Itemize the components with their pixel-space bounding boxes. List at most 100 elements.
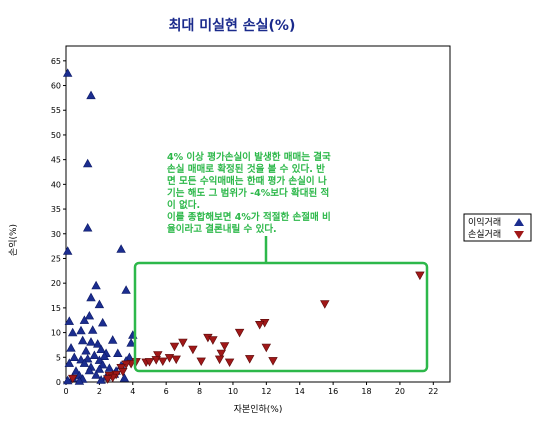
annotation-box [133, 261, 429, 373]
profit-trade-point [81, 346, 91, 355]
profit-trade-point [96, 375, 106, 384]
y-tick-label: 55 [51, 106, 61, 115]
profit-trade-point [74, 376, 85, 385]
loss-trade-point [415, 271, 425, 281]
profit-trade-point [86, 292, 96, 302]
loss-trade-point [216, 349, 227, 359]
legend-marker-loss [514, 231, 524, 239]
annotation-line: 손실 매매로 확정된 것을 볼 수 있다. 반 [167, 163, 325, 175]
loss-trade-point [153, 351, 163, 360]
loss-trade-point [188, 345, 198, 355]
profit-trade-point [104, 363, 115, 372]
profit-trade-point [84, 365, 95, 375]
loss-trade-point [244, 355, 255, 364]
annotation-line: 이 없다. [167, 199, 200, 211]
profit-trade-point [92, 339, 103, 348]
profit-trade-point [89, 350, 100, 360]
loss-trade-point [178, 338, 188, 348]
profit-trade-point [71, 366, 81, 375]
legend: 이익거래 손실거래 [463, 213, 532, 242]
annotation-line: 4% 이상 평가손실이 발생한 매매는 결국 [167, 151, 331, 163]
profit-trade-point [62, 375, 73, 385]
y-tick-label: 20 [51, 279, 61, 288]
loss-trade-point [171, 355, 181, 365]
x-tick-label: 20 [395, 387, 405, 396]
profit-trade-point [107, 335, 118, 344]
loss-trade-point [254, 320, 265, 330]
loss-trade-point [118, 367, 128, 377]
profit-trade-point [82, 222, 93, 232]
annotation-text: 4% 이상 평가손실이 발생한 매매는 결국 손실 매매로 확정된 것을 볼 수… [167, 151, 331, 235]
x-tick-label: 22 [428, 387, 438, 396]
profit-trade-point [113, 348, 123, 358]
profit-trade-point [79, 315, 90, 324]
x-tick-label: 16 [328, 387, 338, 396]
profit-trade-point [62, 68, 73, 77]
profit-trade-point [87, 325, 98, 334]
annotation-line: 면 모든 수익매매는 한때 평가 손실이 나 [167, 175, 327, 187]
loss-trade-point [261, 343, 272, 353]
profit-trade-point [97, 317, 108, 327]
x-tick-label: 10 [228, 387, 238, 396]
profit-trade-point [76, 325, 86, 335]
y-tick-label: 40 [51, 180, 61, 189]
profit-trade-point [82, 353, 93, 363]
profit-trade-point [79, 358, 90, 367]
profit-trade-point [97, 359, 108, 369]
x-tick-label: 8 [197, 387, 202, 396]
profit-trade-point [119, 373, 130, 382]
loss-trade-point [158, 357, 168, 367]
x-tick-label: 0 [63, 387, 68, 396]
y-tick-label: 65 [51, 57, 61, 66]
loss-trade-point [102, 375, 113, 384]
profit-trade-point [62, 246, 73, 255]
y-tick-label: 60 [51, 82, 61, 91]
profit-trade-point [94, 355, 105, 364]
y-axis-label: 손익(%) [7, 224, 19, 256]
x-tick-label: 4 [130, 387, 135, 396]
x-tick-label: 2 [97, 387, 102, 396]
y-tick-label: 25 [51, 254, 61, 263]
profit-trade-point [94, 299, 105, 309]
loss-trade-point [208, 336, 218, 345]
x-tick-label: 18 [361, 387, 371, 396]
loss-trade-point [144, 358, 155, 367]
profit-trade-point [96, 344, 106, 354]
legend-label-loss: 손실거래 [468, 229, 501, 240]
profit-trade-point [86, 337, 96, 346]
profit-trade-point [94, 364, 105, 373]
loss-trade-point [219, 342, 230, 351]
x-axis-label: 자본인하(%) [234, 404, 283, 415]
y-tick-label: 35 [51, 205, 61, 214]
loss-trade-point [196, 357, 206, 367]
y-tick-label: 5 [56, 353, 61, 362]
annotation-line: 율이라고 결론내릴 수 있다. [167, 223, 277, 235]
x-axis: 0 2 4 6 8 10 12 14 16 18 20 22 [63, 382, 438, 396]
profit-trade-point [64, 316, 75, 325]
y-tick-label: 50 [51, 131, 61, 140]
profit-trade-point [99, 351, 110, 361]
y-tick-label: 10 [51, 329, 61, 338]
profit-trade-point [91, 370, 101, 379]
loss-trade-point [151, 356, 161, 365]
profit-trade-point [66, 343, 76, 352]
legend-marker-profit [514, 218, 524, 226]
y-axis: 0 5 10 15 20 25 30 35 40 45 50 55 60 65 [51, 57, 66, 387]
profit-trade-point [77, 335, 88, 345]
profit-trade-point [64, 358, 75, 367]
loss-trade-point [164, 354, 175, 363]
loss-trade-point [214, 355, 225, 365]
loss-trade-point [320, 300, 330, 309]
profit-trade-point [121, 285, 131, 294]
annotation-line: 이를 종합해보면 4%가 적절한 손절매 비 [167, 211, 331, 223]
y-tick-label: 15 [51, 304, 61, 313]
profit-trade-point [116, 244, 126, 253]
data-points [62, 68, 425, 385]
x-tick-label: 12 [261, 387, 271, 396]
profit-trade-point [67, 327, 78, 337]
y-tick-label: 45 [51, 156, 61, 165]
chart-title: 최대 미실현 손실(%) [169, 18, 296, 34]
x-tick-label: 14 [295, 387, 305, 396]
legend-label-profit: 이익거래 [468, 216, 501, 228]
